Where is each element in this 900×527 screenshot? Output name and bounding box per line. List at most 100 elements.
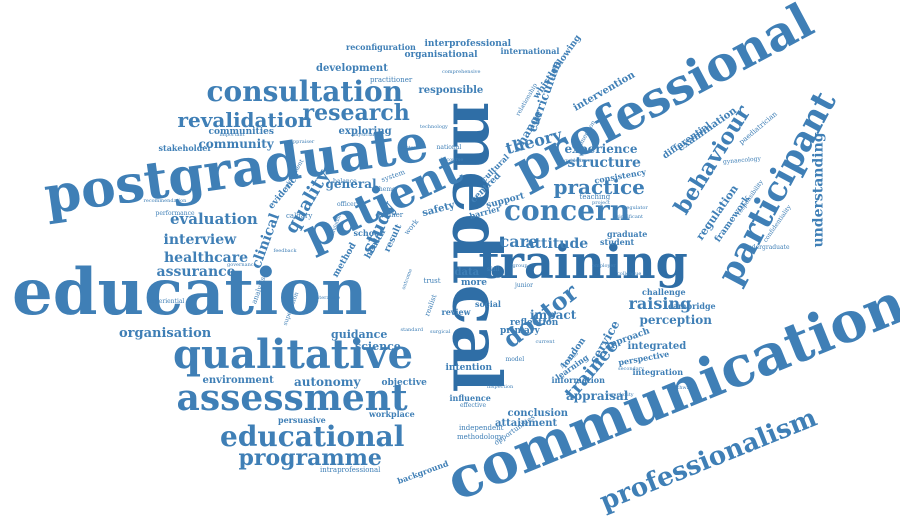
cloud-word: discourse (439, 156, 464, 163)
cloud-word: junior (515, 282, 533, 289)
cloud-word: doctoral (399, 144, 421, 151)
cloud-word: persuasive (278, 415, 326, 425)
cloud-word: environment (202, 375, 274, 386)
cloud-word: responsible (418, 85, 484, 96)
cloud-word: surgical (430, 328, 451, 335)
cloud-word: calgary (286, 211, 313, 220)
cloud-word: education (12, 255, 368, 330)
cloud-word: community (198, 137, 274, 151)
cloud-word: healthcare (164, 250, 248, 266)
cloud-word: performance (155, 210, 195, 217)
cloud-word: work (402, 217, 421, 237)
cloud-word: feedback (273, 247, 297, 254)
cloud-word: intraprofessional (320, 465, 381, 474)
cloud-word: communities (208, 126, 274, 137)
cloud-word: guideline (564, 157, 588, 164)
cloud-word: complexity (606, 391, 634, 398)
cloud-word: whistleblowing (531, 32, 584, 101)
cloud-word: employer (592, 262, 616, 269)
cloud-word: school (353, 228, 383, 238)
cloud-word: realist (422, 292, 438, 317)
cloud-word: review (441, 307, 471, 317)
cloud-word: objective (381, 377, 427, 388)
cloud-word: educational (220, 420, 405, 453)
cloud-word: assurance (156, 264, 236, 280)
cloud-word: model (505, 356, 525, 363)
cloud-word: important (219, 131, 245, 138)
cloud-word: skill (487, 266, 500, 273)
cloud-word: attainment (495, 418, 558, 429)
cloud-word: cambridge (668, 301, 716, 311)
cloud-word: effective (460, 402, 486, 409)
cloud-word: reconfiguration (346, 42, 416, 52)
cloud-word: background (395, 458, 450, 486)
cloud-word: recommendation (143, 197, 187, 204)
cloud-word: undergraduate (744, 244, 790, 251)
cloud-word: trainer (378, 210, 404, 219)
cloud-word: data (454, 267, 480, 278)
cloud-word: group (512, 262, 528, 269)
cloud-word: organisational (404, 49, 478, 60)
cloud-word: national (436, 144, 462, 151)
cloud-word: current (535, 338, 555, 345)
cloud-word: more (461, 277, 487, 288)
cloud-word: trust (423, 276, 441, 285)
cloud-word: literature (316, 294, 341, 301)
cloud-word: workplace (369, 409, 415, 419)
cloud-word: conclusion (507, 408, 569, 419)
cloud-word: pathway (671, 384, 693, 391)
cloud-word: independent (459, 423, 504, 432)
cloud-word: development (316, 63, 388, 74)
cloud-word: challenge (642, 287, 686, 297)
cloud-word: assessment (176, 377, 408, 419)
cloud-word: research (302, 100, 410, 126)
cloud-word: teaching (579, 192, 611, 201)
cloud-word: autonomy (294, 375, 361, 389)
cloud-word: appraisal (566, 389, 629, 403)
cloud-word: graduate (607, 229, 648, 239)
cloud-word: interview (163, 232, 237, 248)
cloud-word: physician (352, 131, 377, 138)
cloud-word: perception (639, 313, 713, 327)
cloud-word: project (592, 199, 610, 206)
cloud-word: outcome (400, 267, 414, 291)
cloud-word: integrated (627, 341, 687, 352)
cloud-word: balance (333, 178, 357, 185)
cloud-word: experience (564, 142, 638, 156)
cloud-word: inspection (487, 383, 514, 390)
cloud-word: impact (530, 308, 577, 322)
cloud-word: care (499, 232, 539, 251)
cloud-word: integration (632, 367, 684, 377)
cloud-word: general (325, 177, 377, 191)
cloud-word: evaluation (170, 209, 258, 228)
cloud-word: appraiser (290, 138, 315, 145)
cloud-word: standard (400, 326, 424, 333)
cloud-word: primary (500, 325, 540, 336)
cloud-word: structure (567, 155, 641, 171)
cloud-word: comprehensive (442, 68, 481, 75)
cloud-word: consultation (206, 75, 404, 108)
cloud-word: guidance (331, 327, 388, 341)
cloud-word: raising (628, 294, 692, 313)
cloud-word: exploring (338, 126, 392, 137)
cloud-word: gynaecology (722, 155, 762, 166)
cloud-word: social (475, 299, 501, 309)
cloud-word: influence (449, 393, 491, 403)
cloud-word: technology (420, 123, 448, 130)
cloud-word: concern (504, 194, 631, 227)
cloud-word: regulator (624, 204, 648, 211)
cloud-word: experiential (148, 298, 185, 305)
cloud-word: attitude (525, 236, 589, 252)
cloud-word: theme (376, 186, 396, 193)
cloud-word: significant (616, 213, 644, 220)
cloud-word: methodology (457, 432, 503, 441)
cloud-word: organisation (119, 325, 212, 341)
cloud-word: revalidation (177, 108, 313, 132)
cloud-word: student (600, 237, 635, 247)
cloud-word: understanding (810, 132, 827, 248)
cloud-word: colleague (617, 270, 642, 277)
cloud-word: training (478, 235, 688, 289)
cloud-word: officer (337, 201, 357, 208)
cloud-word: reflection (510, 317, 559, 328)
